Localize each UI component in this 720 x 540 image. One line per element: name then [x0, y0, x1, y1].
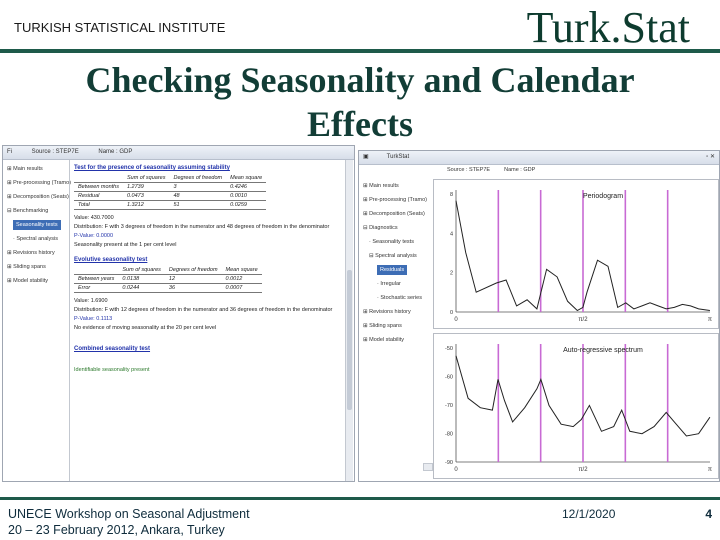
stat-value: Value: 1.6900: [74, 298, 108, 304]
right-app-window: ▣ TurkStat ▫ ✕ Source : STEP7E Name : GDP …: [358, 150, 720, 482]
tree-item[interactable]: · Spectral analysis: [13, 236, 58, 242]
periodogram-svg: Periodogram 8 4 2 00 π/2 π: [450, 190, 712, 323]
x-tick-label: π/2: [578, 467, 588, 473]
x-tick-label: π: [708, 317, 712, 323]
periodogram-chart: Periodogram 8 4 2 0 0 π/2 π: [433, 179, 719, 329]
combined-result: Identifiable seasonality present: [74, 367, 150, 373]
window-title: TurkStat: [386, 154, 410, 160]
stat-distribution: Distribution: F with 3 degrees of freedo…: [74, 224, 330, 230]
right-tree-scrollbar[interactable]: [423, 463, 433, 471]
footer-date: 12/1/2020: [562, 507, 616, 521]
tree-item[interactable]: ⊟ Benchmarking: [7, 208, 49, 214]
y-tick-label: -60: [445, 375, 453, 381]
table-row: Between months 1.2739 3 0.4246: [74, 182, 267, 192]
section-title-combined: Combined seasonality test: [74, 346, 151, 352]
anova-table-stable: Sum of squares Degrees of freedom Mean squ…: [74, 174, 267, 210]
left-bar-item: Name : GDP: [98, 149, 133, 155]
stat-distribution: Distribution: F with 12 degrees of freed…: [74, 307, 333, 313]
seasonality-report: Test for the presence of seasonality ass…: [74, 162, 344, 375]
stat-result: Seasonality present at the 1 per cent le…: [74, 242, 177, 248]
tree-item[interactable]: ⊞ Sliding spans: [363, 323, 402, 329]
section-title-stable: Test for the presence of seasonality ass…: [74, 165, 230, 171]
tree-item[interactable]: ⊟ Spectral analysis: [369, 253, 417, 259]
tree-item[interactable]: ⊟ Diagnostics: [363, 225, 398, 231]
left-scrollbar-thumb[interactable]: [347, 270, 352, 410]
footer-rule: [0, 497, 720, 500]
left-nav-tree: ⊞ Main results ⊞ Pre-processing (Tramo) …: [7, 162, 72, 288]
stat-value: Value: 430.7000: [74, 215, 114, 221]
slide-title-line2: Effects: [307, 104, 413, 144]
tree-item[interactable]: ⊞ Decomposition (Seats): [7, 194, 69, 200]
tree-item[interactable]: ⊞ Revisions history: [7, 250, 55, 256]
slide-title-line1: Checking Seasonality and Calendar: [85, 60, 635, 100]
y-tick-label: -50: [445, 346, 453, 352]
page-number: 4: [705, 507, 712, 521]
anova-table-evolutive: Sum of squares Degrees of freedom Mean squ…: [74, 266, 262, 293]
app-icon: ▣: [363, 154, 369, 160]
stat-pvalue: P-Value: 0.1113: [74, 316, 113, 322]
x-tick-label: π/2: [578, 317, 588, 323]
footer-event: UNECE Workshop on Seasonal Adjustment 20…: [8, 506, 250, 538]
header-rule: [0, 49, 720, 53]
x-tick-label: 0: [454, 317, 458, 323]
tree-item[interactable]: ⊞ Main results: [7, 166, 43, 172]
table-row: Total 1.3212 51 0.0259: [74, 200, 267, 210]
window-controls[interactable]: ▫ ✕: [706, 154, 715, 160]
y-tick-label: 2: [450, 271, 453, 277]
table-row: Residual 0.0473 48 0.0010: [74, 191, 267, 201]
left-bar-item: Source : STEP7E: [31, 149, 79, 155]
ar-spectrum-chart: Auto-regressive spectrum -50 -60 -70 -80 -90 0…: [433, 333, 719, 479]
tree-item[interactable]: · Irregular: [377, 281, 401, 287]
tree-item[interactable]: · Stochastic series: [377, 295, 422, 301]
y-tick-label: -80: [445, 432, 453, 438]
tree-item-selected[interactable]: Residuals: [363, 263, 431, 277]
left-app-window: Fi Source : STEP7E Name : GDP ⊞ Main res…: [2, 145, 355, 482]
series-line: [455, 200, 710, 312]
table-row: Error 0.0244 36 0.0007: [74, 283, 262, 293]
x-tick-label: 0: [454, 467, 458, 473]
x-tick-label: π: [708, 467, 712, 473]
stat-pvalue: P-Value: 0.0000: [74, 233, 114, 239]
left-splitter[interactable]: [69, 160, 70, 481]
ar-spectrum-svg: Auto-regressive spectrum -50 -60 -70 -80 -900…: [445, 344, 712, 473]
table-row: Between years 0.0138 12 0.0012: [74, 274, 262, 284]
section-title-evolutive: Evolutive seasonality test: [74, 257, 148, 263]
y-tick-label: -70: [445, 403, 453, 409]
chart-title: Periodogram: [583, 193, 623, 200]
chart-title: Auto-regressive spectrum: [563, 347, 643, 354]
brand-logo: Turk.Stat: [526, 3, 690, 52]
tree-item[interactable]: ⊞ Pre-processing (Tramo): [363, 197, 428, 203]
left-window-bar: Fi Source : STEP7E Name : GDP: [3, 146, 354, 160]
tree-item-selected[interactable]: Seasonality tests: [7, 218, 69, 232]
stat-result: No evidence of moving seasonality at the…: [74, 325, 217, 331]
slide-title: Checking Seasonality and Calendar Effect…: [0, 58, 720, 146]
tree-item[interactable]: ⊞ Decomposition (Seats): [363, 211, 425, 217]
y-tick-label: 0: [450, 310, 453, 316]
tree-item[interactable]: ⊞ Model stability: [363, 337, 404, 343]
tree-item[interactable]: ⊞ Main results: [363, 183, 399, 189]
footer-event-line1: UNECE Workshop on Seasonal Adjustment: [8, 507, 250, 521]
tree-item[interactable]: ⊞ Sliding spans: [7, 264, 46, 270]
left-bar-item: Fi: [7, 149, 12, 155]
y-tick-label: 4: [450, 231, 453, 237]
institute-name: TURKISH STATISTICAL INSTITUTE: [14, 20, 226, 35]
tree-item[interactable]: ⊞ Pre-processing (Tramo): [7, 180, 72, 186]
tree-item[interactable]: ⊞ Revisions history: [363, 309, 411, 315]
right-nav-tree: ⊞ Main results ⊞ Pre-processing (Tramo) …: [363, 179, 431, 347]
y-tick-label: -90: [445, 460, 453, 466]
footer-event-line2: 20 – 23 February 2012, Ankara, Turkey: [8, 523, 225, 537]
right-source-bar: Source : STEP7E Name : GDP: [447, 167, 536, 173]
tree-item[interactable]: · Seasonality tests: [369, 239, 414, 245]
left-scrollbar[interactable]: [345, 160, 353, 481]
tree-item[interactable]: ⊞ Model stability: [7, 278, 48, 284]
series-line: [455, 355, 711, 437]
right-window-titlebar: ▣ TurkStat ▫ ✕: [359, 151, 719, 165]
y-tick-label: 8: [450, 192, 453, 198]
